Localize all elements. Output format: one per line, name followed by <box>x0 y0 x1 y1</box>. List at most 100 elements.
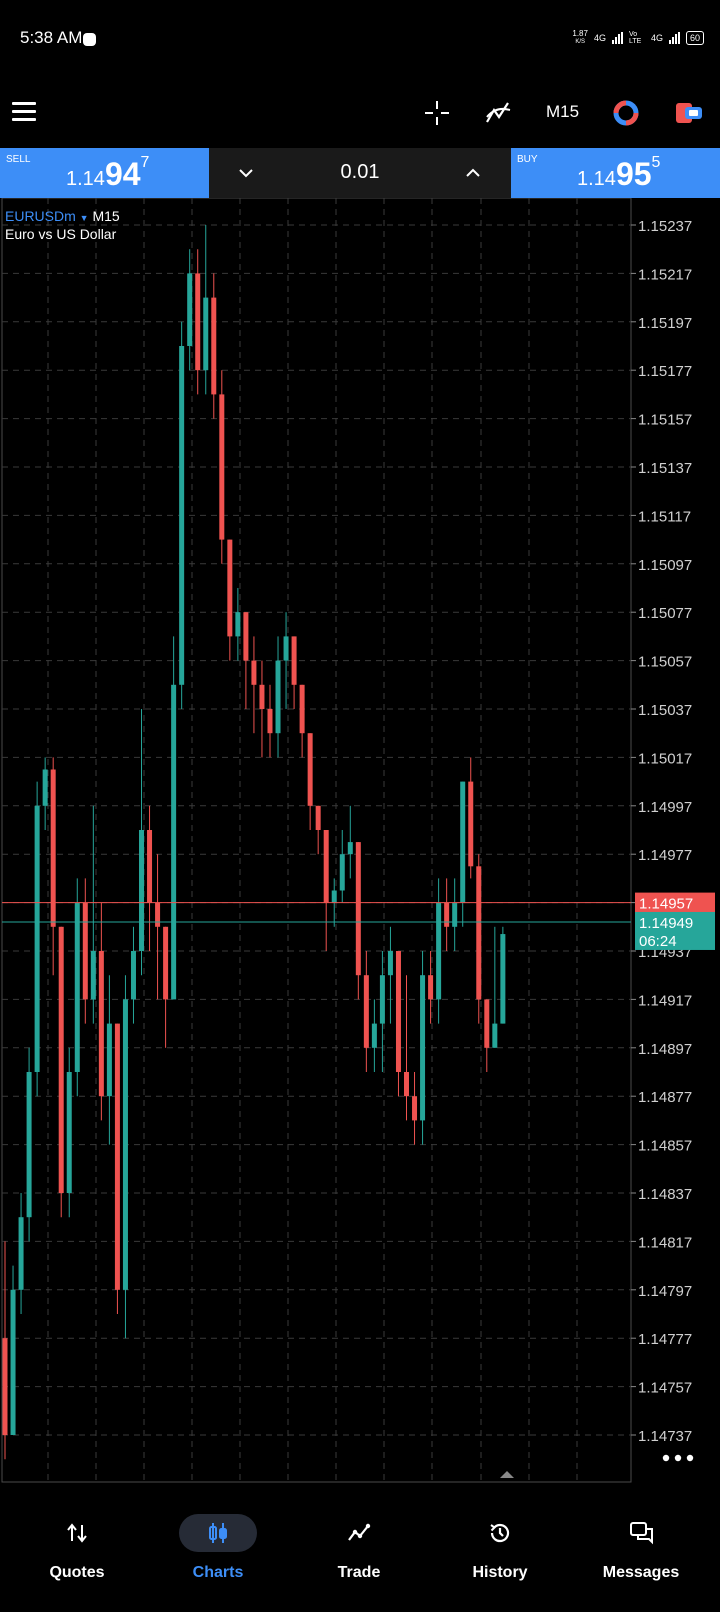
y-tick-label: 1.15157 <box>638 412 692 429</box>
y-tick-label: 1.14777 <box>638 1331 692 1348</box>
one-click-trade-panel: SELL 1.14947 0.01 BUY 1.14955 <box>0 148 720 198</box>
chart-symbol-header: EURUSDm ▼ M15 <box>5 208 120 224</box>
chart-frame <box>1 198 632 1483</box>
network-type: 4G <box>593 33 606 43</box>
chart-shift-icon <box>500 1471 514 1478</box>
bottom-navigation: Quotes Charts Trade <box>0 1500 720 1612</box>
candle-body <box>404 1072 409 1097</box>
chart-symbol[interactable]: EURUSDm <box>5 208 76 224</box>
signal-icon <box>611 32 623 44</box>
y-tick-label: 1.15177 <box>638 363 692 380</box>
candle-body <box>444 902 450 927</box>
sell-price: 1.14947 <box>66 154 150 192</box>
objects-icon[interactable] <box>611 98 641 128</box>
nav-trade[interactable]: Trade <box>287 1500 431 1612</box>
candle-body <box>163 926 169 1000</box>
candle-body <box>227 539 233 637</box>
y-tick-label: 1.15237 <box>638 218 692 235</box>
menu-icon[interactable] <box>12 102 36 122</box>
nav-history-label: History <box>472 1564 528 1581</box>
candle-body <box>420 975 426 1121</box>
lot-size-value[interactable]: 0.01 <box>340 161 380 183</box>
history-icon <box>490 1523 510 1543</box>
candle-body <box>468 781 474 867</box>
trade-mode-icon[interactable] <box>674 98 704 128</box>
bar-countdown-label: 06:24 <box>639 933 677 950</box>
y-tick-label: 1.15017 <box>638 750 692 767</box>
ask-price-tag <box>635 892 715 913</box>
nav-history[interactable]: History <box>428 1500 572 1612</box>
candle-body <box>476 866 482 1000</box>
chart-symbol-description: Euro vs US Dollar <box>5 226 117 242</box>
y-tick-label: 1.14737 <box>638 1428 692 1445</box>
candle-body <box>235 612 241 637</box>
candle-body <box>267 709 273 734</box>
candle-body <box>379 975 385 1024</box>
status-time: 5:38 AM <box>20 28 83 47</box>
more-options-icon[interactable] <box>686 1454 694 1462</box>
candle-body <box>90 951 96 1000</box>
y-tick-label: 1.15117 <box>638 508 691 525</box>
candle-body <box>82 902 88 1000</box>
candle-body <box>58 926 64 1193</box>
nav-messages[interactable]: Messages <box>569 1500 713 1612</box>
candle-body <box>42 769 48 806</box>
candle-body <box>179 346 185 685</box>
buy-price: 1.14955 <box>577 154 661 192</box>
y-tick-label: 1.14917 <box>638 992 692 1009</box>
status-bar: 5:38 AM 1.87 K/S 4G Vo LTE 4G 60 <box>0 0 720 80</box>
candle-body <box>187 273 193 346</box>
more-options-icon[interactable] <box>674 1454 682 1462</box>
quotes-icon <box>67 1523 87 1543</box>
candle-body <box>74 902 80 1072</box>
chart-canvas[interactable]: 1.15237 1.15217 1.15197 1.15177 1.15157 1.151… <box>0 198 720 1488</box>
network-type-2: 4G <box>650 33 663 43</box>
candle-body <box>155 902 161 927</box>
more-options-icon[interactable] <box>662 1454 670 1462</box>
bid-price-label: 1.14949 <box>639 915 693 932</box>
crosshair-icon[interactable] <box>422 98 452 128</box>
y-tick-label: 1.14837 <box>638 1186 692 1203</box>
status-indicators: 1.87 K/S 4G Vo LTE 4G 60 <box>572 30 704 46</box>
candle-body <box>251 660 257 685</box>
candle-body <box>275 660 281 734</box>
nav-charts[interactable]: Charts <box>146 1500 290 1612</box>
timeframe-button[interactable]: M15 <box>546 102 580 121</box>
candle-body <box>460 781 466 903</box>
candle-body <box>66 1072 72 1193</box>
buy-button[interactable]: BUY 1.14955 <box>511 148 720 198</box>
y-tick-label: 1.15077 <box>638 605 692 622</box>
candle-body <box>307 733 313 806</box>
candle-body <box>130 951 136 1000</box>
candle-body <box>412 1096 418 1121</box>
charts-icon <box>209 1523 227 1543</box>
chart-timeframe: M15 <box>92 208 120 224</box>
chevron-down-icon[interactable] <box>235 162 257 184</box>
y-tick-label: 1.15197 <box>638 315 692 332</box>
candle-body <box>211 297 217 395</box>
candle-body <box>34 805 40 1072</box>
quotes-icon-wrap <box>38 1514 116 1552</box>
indicators-icon[interactable] <box>484 98 514 128</box>
candle-body <box>18 1217 24 1290</box>
candle-body <box>452 902 458 927</box>
candle-body <box>243 612 249 661</box>
candle-body <box>299 684 305 734</box>
nav-quotes[interactable]: Quotes <box>5 1500 149 1612</box>
candle-body <box>171 684 177 1000</box>
candle-body <box>436 902 442 1000</box>
price-chart[interactable]: 1.15237 1.15217 1.15197 1.15177 1.15157 1.151… <box>0 198 720 1488</box>
candle-body <box>315 805 321 830</box>
y-tick-label: 1.14897 <box>638 1041 692 1058</box>
candle-body <box>259 684 265 709</box>
sell-button[interactable]: SELL 1.14947 <box>0 148 209 198</box>
candle-body <box>203 297 209 371</box>
messages-icon <box>630 1522 653 1545</box>
symbol-dropdown-icon[interactable]: ▼ <box>79 213 89 223</box>
chevron-up-icon[interactable] <box>462 162 484 184</box>
y-tick-label: 1.14797 <box>638 1283 692 1300</box>
y-tick-label: 1.14997 <box>638 799 692 816</box>
notification-dot-icon <box>83 33 96 46</box>
candle-body <box>50 769 56 927</box>
candle-body <box>114 1023 120 1290</box>
